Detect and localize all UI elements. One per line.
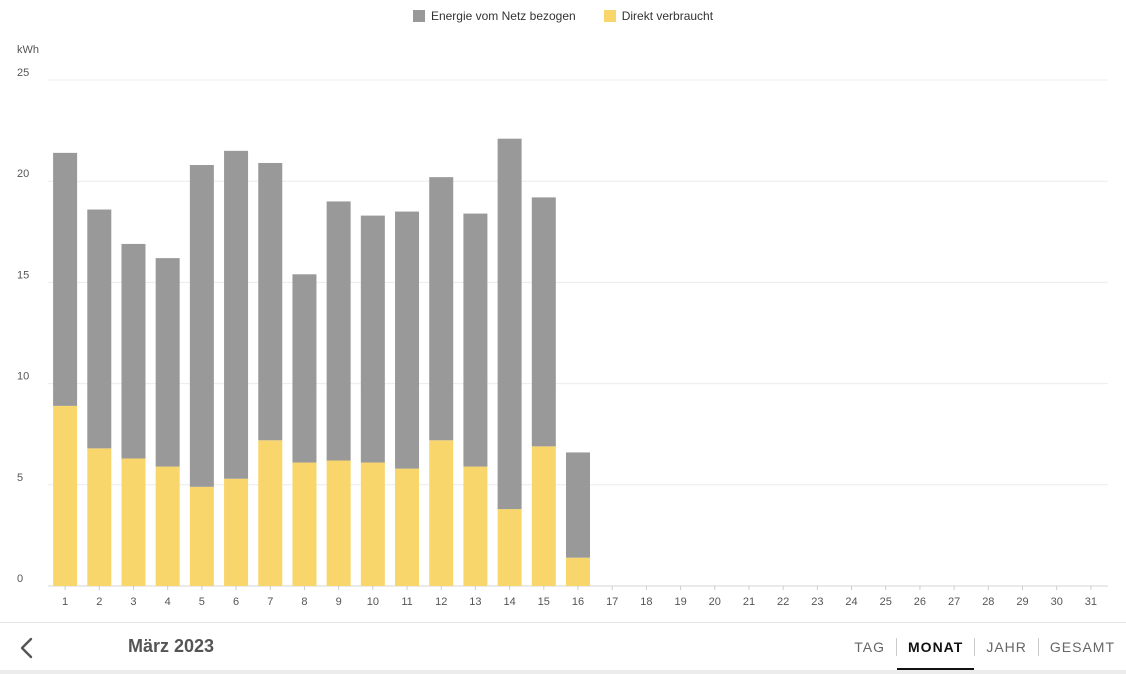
bar-netz-bezogen xyxy=(189,165,214,487)
bar-direkt-verbraucht xyxy=(497,509,522,586)
x-tick-label: 28 xyxy=(982,596,994,608)
legend-label-grid: Energie vom Netz bezogen xyxy=(430,9,576,23)
bar-direkt-verbraucht xyxy=(326,460,351,586)
x-tick-label: 4 xyxy=(165,596,171,608)
x-tick-label: 24 xyxy=(845,596,857,608)
footer-bar: März 2023 TAG MONAT JAHR GESAMT xyxy=(0,622,1126,671)
legend-item-direct[interactable]: Direkt verbraucht xyxy=(603,9,714,23)
x-tick-label: 3 xyxy=(130,596,136,608)
y-tick-label: 20 xyxy=(17,168,29,180)
bar-direkt-verbraucht xyxy=(566,557,590,586)
x-tick-label: 21 xyxy=(743,596,755,608)
x-tick-label: 15 xyxy=(538,596,550,608)
x-tick-label: 31 xyxy=(1085,596,1097,608)
x-tick-label: 5 xyxy=(199,596,205,608)
bar-netz-bezogen xyxy=(155,258,180,467)
tab-jahr[interactable]: JAHR xyxy=(986,639,1027,655)
footer-shadow xyxy=(0,670,1126,674)
legend-swatch-grid xyxy=(412,10,425,22)
x-tick-label: 18 xyxy=(640,596,652,608)
bar-netz-bezogen xyxy=(497,138,522,510)
tab-divider xyxy=(896,638,898,656)
tab-monat[interactable]: MONAT xyxy=(897,623,975,671)
x-tick-label: 8 xyxy=(301,596,307,608)
bar-netz-bezogen xyxy=(53,152,78,406)
bar-netz-bezogen xyxy=(531,197,556,447)
x-tick-label: 9 xyxy=(336,596,342,608)
tab-divider xyxy=(1037,638,1039,656)
tab-gesamt[interactable]: GESAMT xyxy=(1049,639,1115,655)
bar-direkt-verbraucht xyxy=(224,478,249,586)
x-tick-label: 11 xyxy=(401,596,412,608)
period-title: März 2023 xyxy=(128,636,215,656)
period-tabs: TAG MONAT JAHR GESAMT xyxy=(843,623,1126,671)
bar-netz-bezogen xyxy=(429,177,454,441)
x-tick-label: 29 xyxy=(1016,596,1028,608)
back-button[interactable] xyxy=(12,633,42,663)
x-tick-label: 6 xyxy=(233,596,239,608)
x-tick-label: 26 xyxy=(914,596,926,608)
bar-netz-bezogen xyxy=(360,215,385,463)
x-tick-label: 17 xyxy=(606,596,618,608)
bar-direkt-verbraucht xyxy=(155,466,180,586)
y-tick-label: 25 xyxy=(17,67,29,79)
chevron-left-icon xyxy=(20,637,33,659)
x-tick-label: 30 xyxy=(1051,596,1063,608)
y-axis-unit: kWh xyxy=(17,44,39,56)
x-tick-label: 20 xyxy=(709,596,721,608)
y-tick-label: 5 xyxy=(17,472,23,484)
bar-direkt-verbraucht xyxy=(258,440,283,586)
bar-direkt-verbraucht xyxy=(87,448,112,586)
bar-netz-bezogen xyxy=(395,211,420,469)
x-tick-label: 14 xyxy=(503,596,515,608)
x-tick-label: 2 xyxy=(96,596,102,608)
legend-swatch-direct xyxy=(603,10,616,22)
y-tick-label: 10 xyxy=(17,371,29,383)
bar-direkt-verbraucht xyxy=(463,466,488,586)
bar-direkt-verbraucht xyxy=(53,405,78,586)
x-tick-label: 22 xyxy=(777,596,789,608)
x-tick-label: 1 xyxy=(62,596,68,608)
bar-direkt-verbraucht xyxy=(189,486,214,586)
y-tick-label: 15 xyxy=(17,269,29,281)
x-tick-label: 12 xyxy=(435,596,447,608)
bar-direkt-verbraucht xyxy=(395,468,420,586)
bar-direkt-verbraucht xyxy=(360,462,385,586)
bar-netz-bezogen xyxy=(121,243,146,459)
x-tick-label: 27 xyxy=(948,596,960,608)
legend-label-direct: Direkt verbraucht xyxy=(621,9,714,23)
bar-direkt-verbraucht xyxy=(429,440,454,586)
bar-direkt-verbraucht xyxy=(292,462,317,586)
bar-direkt-verbraucht xyxy=(121,458,146,586)
bar-netz-bezogen xyxy=(87,209,112,449)
x-tick-label: 16 xyxy=(572,596,584,608)
bar-netz-bezogen xyxy=(292,274,317,463)
bar-netz-bezogen xyxy=(566,452,590,558)
x-tick-label: 7 xyxy=(267,596,273,608)
tab-tag[interactable]: TAG xyxy=(854,639,886,655)
chart-legend: Energie vom Netz bezogen Direkt verbrauc… xyxy=(0,9,1126,23)
bar-direkt-verbraucht xyxy=(531,446,556,586)
x-tick-label: 10 xyxy=(367,596,379,608)
y-tick-label: 0 xyxy=(17,573,23,585)
x-tick-label: 23 xyxy=(811,596,823,608)
x-tick-label: 25 xyxy=(880,596,892,608)
x-tick-label: 13 xyxy=(469,596,481,608)
tab-divider xyxy=(974,638,976,656)
bar-netz-bezogen xyxy=(326,201,351,461)
legend-item-grid[interactable]: Energie vom Netz bezogen xyxy=(412,9,576,23)
bar-netz-bezogen xyxy=(258,162,283,441)
x-tick-label: 19 xyxy=(674,596,686,608)
bar-netz-bezogen xyxy=(224,150,249,479)
bar-netz-bezogen xyxy=(463,213,488,467)
